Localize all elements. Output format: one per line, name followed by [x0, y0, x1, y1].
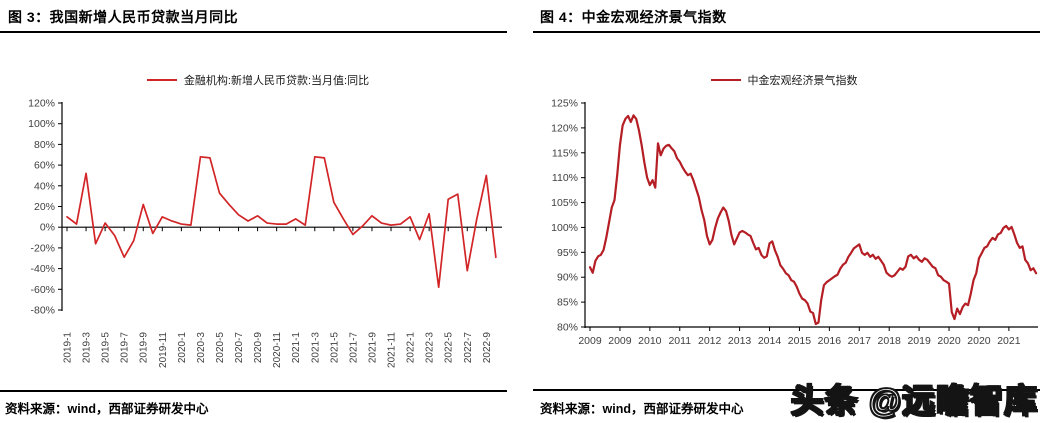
svg-text:0%: 0%: [40, 222, 55, 234]
svg-text:-80%: -80%: [30, 305, 55, 317]
svg-text:60%: 60%: [34, 160, 55, 172]
svg-text:120%: 120%: [28, 98, 55, 110]
svg-text:2019-1: 2019-1: [63, 332, 74, 364]
svg-text:100%: 100%: [28, 118, 55, 130]
figure4-source: 资料来源：wind，西部证券研发中心: [540, 402, 744, 416]
svg-text:85%: 85%: [557, 297, 578, 309]
svg-text:2009: 2009: [578, 335, 602, 347]
svg-text:2021-7: 2021-7: [348, 332, 359, 364]
figure4-legend-label: 中金宏观经济景气指数: [747, 75, 858, 87]
svg-text:80%: 80%: [34, 139, 55, 151]
svg-text:2019: 2019: [907, 335, 931, 347]
svg-text:2013: 2013: [728, 335, 752, 347]
svg-text:40%: 40%: [34, 180, 55, 192]
svg-text:2011: 2011: [668, 335, 691, 347]
red-line-swatch: [710, 78, 741, 82]
svg-text:2020-1: 2020-1: [177, 332, 188, 364]
svg-text:95%: 95%: [557, 247, 578, 259]
svg-text:2020: 2020: [937, 335, 961, 347]
svg-text:-20%: -20%: [30, 242, 55, 254]
svg-text:2019-9: 2019-9: [139, 332, 150, 364]
svg-text:20%: 20%: [34, 201, 55, 213]
figure4-title: 图 4：中金宏观经济景气指数: [540, 9, 727, 25]
svg-text:2022-9: 2022-9: [482, 332, 493, 364]
svg-text:2015: 2015: [788, 335, 812, 347]
toutiao-watermark: 头条 @远瞻智库: [790, 381, 1038, 420]
figure3-source: 资料来源：wind，西部证券研发中心: [5, 402, 209, 416]
svg-text:2018: 2018: [878, 335, 902, 347]
svg-text:100%: 100%: [551, 222, 578, 234]
svg-text:2014: 2014: [758, 335, 782, 347]
svg-text:105%: 105%: [551, 197, 578, 209]
svg-text:2021-9: 2021-9: [367, 332, 378, 364]
svg-text:110%: 110%: [552, 172, 578, 184]
svg-text:2020-11: 2020-11: [272, 332, 283, 368]
red-line-swatch: [146, 78, 177, 82]
svg-text:125%: 125%: [551, 98, 578, 110]
figure3-legend: 金融机构:新增人民币贷款:当月值:同比: [8, 72, 508, 88]
figure4-source-rule: [533, 389, 1040, 391]
figure3-source-rule: [0, 390, 507, 392]
cicc-prosperity-index-line-chart: 125% 120% 115% 110% 105% 100% 95% 90% 85% 80% 2009…: [528, 92, 1040, 392]
svg-text:120%: 120%: [551, 122, 578, 134]
svg-text:2016: 2016: [818, 335, 842, 347]
svg-text:2021-3: 2021-3: [310, 332, 321, 364]
svg-text:2021: 2021: [997, 335, 1021, 347]
svg-text:2022-1: 2022-1: [406, 332, 417, 364]
svg-text:2020-5: 2020-5: [215, 332, 226, 364]
figure4-legend: 中金宏观经济景气指数: [528, 72, 1040, 88]
figure3-title: 图 3：我国新增人民币贷款当月同比: [8, 9, 239, 25]
svg-text:2021-11: 2021-11: [387, 332, 398, 368]
figure3-title-rule: [0, 31, 507, 33]
svg-text:2019-5: 2019-5: [101, 332, 112, 364]
svg-text:2019-11: 2019-11: [158, 332, 169, 368]
svg-text:2020-9: 2020-9: [253, 332, 264, 364]
svg-text:2019-7: 2019-7: [120, 332, 131, 364]
svg-text:2019-3: 2019-3: [82, 332, 93, 364]
svg-text:2012: 2012: [698, 335, 722, 347]
svg-text:2022-5: 2022-5: [444, 332, 455, 364]
figure4-title-rule: [533, 31, 1040, 33]
svg-text:2022-7: 2022-7: [463, 332, 474, 364]
svg-text:115%: 115%: [552, 147, 578, 159]
svg-text:2020-7: 2020-7: [234, 332, 245, 364]
svg-text:2021-1: 2021-1: [291, 332, 302, 364]
svg-text:2009: 2009: [608, 335, 632, 347]
svg-text:2022-3: 2022-3: [425, 332, 436, 364]
svg-text:-60%: -60%: [30, 284, 55, 296]
svg-text:80%: 80%: [557, 322, 578, 334]
svg-text:2020-3: 2020-3: [196, 332, 207, 364]
svg-text:2021-5: 2021-5: [329, 332, 340, 364]
svg-text:2020: 2020: [967, 335, 991, 347]
svg-text:-40%: -40%: [30, 263, 55, 275]
loans-yoy-line-chart: 120% 100% 80% 60% 40% 20% 0% -20% -40% -60% -80% 20…: [8, 92, 508, 392]
svg-text:90%: 90%: [557, 272, 578, 284]
svg-text:2010: 2010: [638, 335, 662, 347]
svg-text:2017: 2017: [848, 335, 872, 347]
figure3-legend-label: 金融机构:新增人民币贷款:当月值:同比: [183, 75, 370, 87]
